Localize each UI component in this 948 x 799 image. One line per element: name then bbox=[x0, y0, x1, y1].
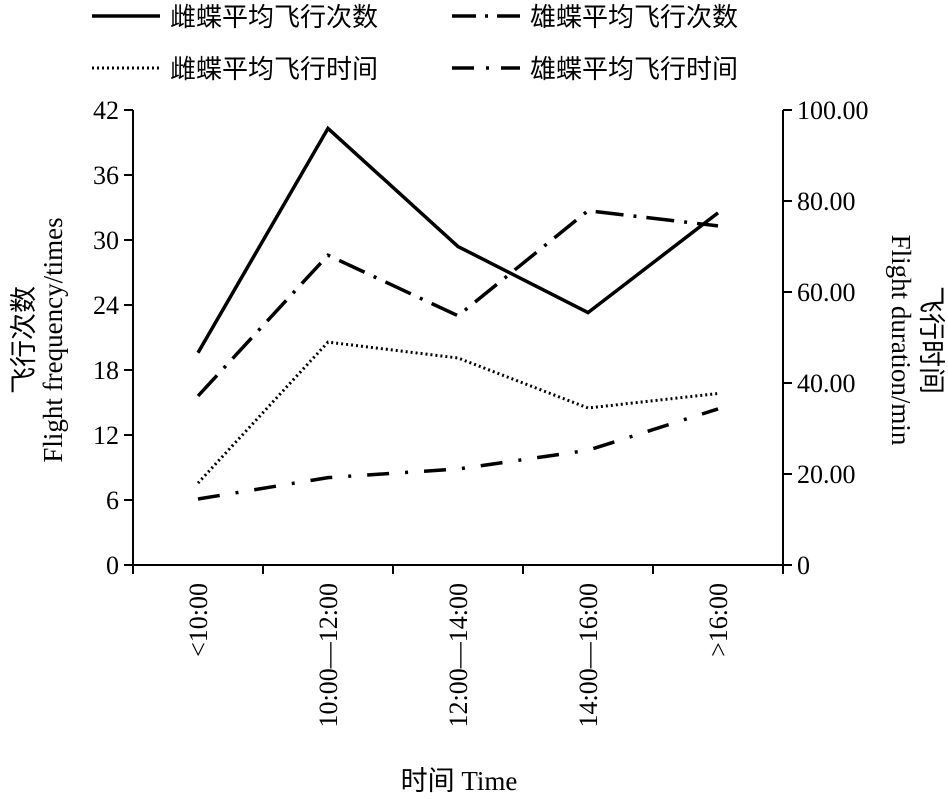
series-line-2 bbox=[196, 208, 719, 398]
right-axis-title-en: Flight duration/min bbox=[886, 235, 916, 446]
right-tick-label: 40.00 bbox=[797, 369, 856, 398]
legend-label-4: 雄蝶平均飞行时间 bbox=[530, 55, 738, 84]
x-tick-label: >16:00 bbox=[704, 583, 733, 657]
plot-area bbox=[132, 110, 784, 566]
series-line-4 bbox=[197, 407, 719, 501]
left-axis-title: Flight frequency/times 飞行次数 bbox=[9, 217, 68, 462]
right-tick-label: 60.00 bbox=[797, 278, 856, 307]
legend-label-2: 雄蝶平均飞行次数 bbox=[530, 3, 738, 32]
x-axis-title: 时间 Time bbox=[401, 766, 518, 796]
right-tick-label: 20.00 bbox=[797, 460, 856, 489]
series-line-3 bbox=[196, 340, 719, 485]
left-tick-label: 24 bbox=[93, 291, 119, 320]
legend-label-1: 雌蝶平均飞行次数 bbox=[170, 3, 378, 32]
x-tick-label: <10:00 bbox=[184, 583, 213, 657]
x-tick-label: 10:00—12:00 bbox=[314, 583, 343, 727]
left-tick-label: 6 bbox=[106, 486, 119, 515]
left-tick-label: 18 bbox=[93, 356, 119, 385]
x-tick-label-group: <10:00 bbox=[184, 583, 213, 657]
left-tick-label: 0 bbox=[106, 551, 119, 580]
x-tick-label-group: 14:00—16:00 bbox=[574, 583, 603, 727]
left-axis-title-cn: 飞行次数 bbox=[9, 286, 39, 394]
left-tick-label: 30 bbox=[93, 226, 119, 255]
x-tick-label-group: >16:00 bbox=[704, 583, 733, 657]
series-lines bbox=[196, 125, 720, 501]
left-tick-label: 36 bbox=[93, 161, 119, 190]
x-tick-label: 12:00—14:00 bbox=[444, 583, 473, 727]
x-tick-label: 14:00—16:00 bbox=[574, 583, 603, 727]
left-tick-label: 42 bbox=[93, 96, 119, 125]
x-tick-label-group: 10:00—12:00 bbox=[314, 583, 343, 727]
x-axis: <10:00 10:00—12:00 12:00—14:00 14:00—16:00 >… bbox=[132, 565, 784, 727]
legend-label-3: 雌蝶平均飞行时间 bbox=[170, 55, 378, 84]
series-line-1 bbox=[196, 125, 720, 354]
left-tick-label: 12 bbox=[93, 421, 119, 450]
left-axis-title-en: Flight frequency/times bbox=[38, 217, 68, 462]
right-axis-title: 飞行时间 Flight duration/min bbox=[886, 235, 946, 446]
right-tick-label: 100.00 bbox=[797, 96, 869, 125]
right-tick-label: 80.00 bbox=[797, 187, 856, 216]
right-axis-title-cn: 飞行时间 bbox=[916, 286, 946, 394]
right-y-axis: 0 20.00 40.00 60.00 80.00 100.00 bbox=[783, 96, 869, 580]
left-y-axis: 0 6 12 18 24 30 36 42 bbox=[93, 96, 133, 580]
right-tick-label: 0 bbox=[797, 551, 810, 580]
x-tick-label-group: 12:00—14:00 bbox=[444, 583, 473, 727]
